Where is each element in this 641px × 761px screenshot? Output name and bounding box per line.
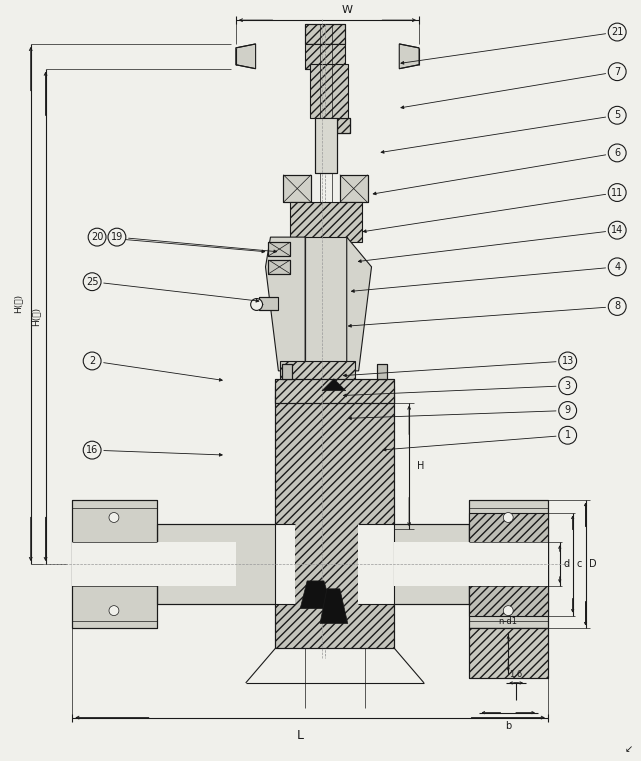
Circle shape xyxy=(109,606,119,616)
Text: 6: 6 xyxy=(614,148,620,158)
Polygon shape xyxy=(337,118,350,133)
Circle shape xyxy=(559,377,577,395)
Polygon shape xyxy=(469,500,548,629)
Polygon shape xyxy=(305,237,347,371)
Polygon shape xyxy=(309,403,339,530)
Polygon shape xyxy=(315,68,337,118)
Polygon shape xyxy=(322,379,345,390)
Polygon shape xyxy=(394,543,548,586)
Circle shape xyxy=(503,606,513,616)
Polygon shape xyxy=(320,589,348,623)
Polygon shape xyxy=(469,512,548,616)
Circle shape xyxy=(608,144,626,162)
Bar xyxy=(282,364,292,379)
Polygon shape xyxy=(156,524,276,603)
Circle shape xyxy=(608,23,626,41)
Text: 20: 20 xyxy=(91,232,103,242)
Circle shape xyxy=(608,298,626,315)
Text: 5: 5 xyxy=(614,110,620,120)
Circle shape xyxy=(608,62,626,81)
Text: 4: 4 xyxy=(614,262,620,272)
Text: 21: 21 xyxy=(611,27,624,37)
Text: 8: 8 xyxy=(614,301,620,311)
Text: D: D xyxy=(590,559,597,569)
Circle shape xyxy=(608,258,626,275)
Text: 25: 25 xyxy=(86,277,99,287)
Text: 9: 9 xyxy=(565,406,570,416)
Polygon shape xyxy=(358,524,394,603)
Polygon shape xyxy=(310,64,348,118)
Polygon shape xyxy=(300,581,332,609)
Polygon shape xyxy=(305,44,345,68)
Text: 2: 2 xyxy=(89,356,96,366)
Polygon shape xyxy=(394,524,469,603)
Text: L: L xyxy=(297,730,304,743)
Text: W: W xyxy=(341,5,353,15)
Text: 11: 11 xyxy=(611,187,623,198)
Text: H: H xyxy=(417,461,424,471)
Polygon shape xyxy=(305,24,345,44)
Text: 14: 14 xyxy=(611,225,623,235)
Polygon shape xyxy=(236,44,256,68)
Text: b: b xyxy=(505,721,512,731)
Circle shape xyxy=(503,512,513,523)
Circle shape xyxy=(559,352,577,370)
Text: H(关): H(关) xyxy=(31,307,40,326)
Circle shape xyxy=(83,441,101,459)
Bar xyxy=(378,364,387,379)
Circle shape xyxy=(88,228,106,246)
Bar xyxy=(269,260,290,274)
Polygon shape xyxy=(347,237,372,371)
Text: 1.6: 1.6 xyxy=(510,670,523,679)
Polygon shape xyxy=(72,500,156,629)
Polygon shape xyxy=(290,202,362,242)
Circle shape xyxy=(608,221,626,239)
Polygon shape xyxy=(337,118,350,133)
Text: 13: 13 xyxy=(562,356,574,366)
Circle shape xyxy=(108,228,126,246)
Text: d: d xyxy=(563,559,570,569)
Bar xyxy=(340,175,367,202)
Polygon shape xyxy=(399,44,419,68)
Polygon shape xyxy=(280,361,354,400)
Bar xyxy=(283,175,311,202)
Text: ↙: ↙ xyxy=(625,744,633,754)
Text: 3: 3 xyxy=(565,380,570,390)
Circle shape xyxy=(83,352,101,370)
Circle shape xyxy=(251,298,263,310)
Polygon shape xyxy=(276,396,394,648)
Polygon shape xyxy=(258,297,278,310)
Text: 19: 19 xyxy=(111,232,123,242)
Polygon shape xyxy=(276,379,394,403)
Polygon shape xyxy=(72,543,236,586)
Circle shape xyxy=(559,426,577,444)
Text: 1: 1 xyxy=(565,430,570,441)
Polygon shape xyxy=(276,524,296,603)
Polygon shape xyxy=(276,386,394,396)
Circle shape xyxy=(608,183,626,202)
Text: n-d1: n-d1 xyxy=(499,617,518,626)
Circle shape xyxy=(608,107,626,124)
Bar xyxy=(269,242,290,256)
Text: H(开): H(开) xyxy=(14,294,23,313)
Polygon shape xyxy=(469,629,548,678)
Text: 7: 7 xyxy=(614,67,620,77)
Polygon shape xyxy=(315,118,337,173)
Polygon shape xyxy=(265,237,305,371)
Circle shape xyxy=(83,272,101,291)
Text: c: c xyxy=(577,559,582,569)
Text: 16: 16 xyxy=(86,445,98,455)
Circle shape xyxy=(109,512,119,523)
Circle shape xyxy=(559,402,577,419)
